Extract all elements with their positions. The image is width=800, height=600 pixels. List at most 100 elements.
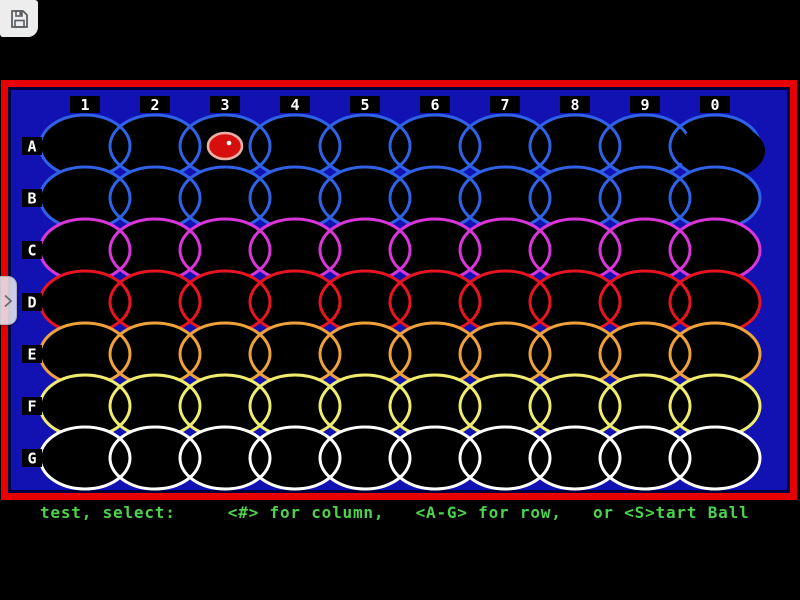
board-row — [38, 165, 762, 231]
column-header-box — [210, 96, 240, 113]
grid-cell-fill — [110, 323, 200, 385]
grid-cell-fill — [670, 167, 760, 229]
grid-cell-outline — [668, 425, 762, 491]
grid-cell-fill — [40, 271, 130, 333]
grid-cell-fill — [40, 375, 130, 437]
column-header: 4 — [290, 96, 299, 114]
grid-cell-fill — [110, 271, 200, 333]
column-header-box — [420, 96, 450, 113]
grid-cell-fill — [600, 427, 690, 489]
grid-cell-outline — [458, 425, 552, 491]
grid-cell-fill — [180, 375, 270, 437]
ball-highlight — [226, 140, 232, 146]
column-header-box — [70, 96, 100, 113]
column-header: 7 — [500, 96, 509, 114]
grid-cell-fill — [460, 271, 550, 333]
grid-cell-fill — [40, 167, 130, 229]
row-label: F — [27, 398, 36, 416]
grid-cell-fill — [320, 115, 410, 177]
grid-cell-fill — [320, 219, 410, 281]
grid-cell-fill — [320, 167, 410, 229]
grid-cell-fill — [180, 167, 270, 229]
grid-cell-fill — [530, 271, 620, 333]
row-label-box — [22, 397, 42, 415]
grid-cell-fill — [250, 219, 340, 281]
grid-cell-fill — [600, 375, 690, 437]
row-label: A — [27, 138, 36, 156]
grid-cell-fill — [250, 271, 340, 333]
grid-cell-fill — [110, 115, 200, 177]
grid-cell-fill — [110, 167, 200, 229]
grid-cell-fill — [390, 115, 480, 177]
board-row — [38, 373, 762, 439]
grid-cell-fill — [460, 167, 550, 229]
row-label: G — [27, 450, 36, 468]
grid-cell-fill — [110, 375, 200, 437]
grid-cell-fill — [390, 375, 480, 437]
grid-cell-fill — [600, 323, 690, 385]
grid-cell-outline — [598, 425, 692, 491]
column-header-box — [630, 96, 660, 113]
row-label-box — [22, 189, 42, 207]
grid-cell-fill — [530, 115, 620, 177]
cell-overdraw-artifact — [677, 123, 765, 179]
row-label-box — [22, 293, 42, 311]
chevron-right-icon — [4, 294, 13, 307]
grid-cell-fill — [250, 167, 340, 229]
board-row — [38, 269, 762, 335]
grid-cell-fill — [670, 375, 760, 437]
grid-cell-fill — [600, 219, 690, 281]
grid-cell-fill — [110, 427, 200, 489]
grid-cell-fill — [180, 271, 270, 333]
column-header-box — [140, 96, 170, 113]
grid-cell-fill — [180, 219, 270, 281]
column-header: 2 — [150, 96, 159, 114]
column-header: 6 — [430, 96, 439, 114]
grid-cell-fill — [670, 271, 760, 333]
board-row — [38, 217, 762, 283]
row-label-box — [22, 449, 42, 467]
grid-cell-fill — [390, 219, 480, 281]
column-header: 1 — [80, 96, 89, 114]
grid-cell-fill — [250, 427, 340, 489]
status-line: test, select: <#> for column, <A-G> for … — [40, 503, 750, 522]
grid-cell-fill — [320, 375, 410, 437]
grid-cell-fill — [460, 375, 550, 437]
grid-cell-fill — [40, 219, 130, 281]
grid-cell-fill — [250, 115, 340, 177]
sidebar-toggle-button[interactable] — [0, 276, 17, 325]
grid-cell-fill — [530, 167, 620, 229]
row-label: B — [27, 190, 36, 208]
grid-cell-fill — [600, 115, 690, 177]
grid-cell-fill — [40, 427, 130, 489]
grid-cell-fill — [110, 219, 200, 281]
grid-cell-fill — [250, 375, 340, 437]
row-label: C — [27, 242, 36, 260]
grid-cell-fill — [530, 427, 620, 489]
grid-cell-fill — [670, 219, 760, 281]
grid-cell-fill — [600, 271, 690, 333]
grid-cell-fill — [390, 323, 480, 385]
grid-cell-fill — [40, 323, 130, 385]
grid-cell-outline — [248, 425, 342, 491]
grid-cell-fill — [600, 167, 690, 229]
grid-cell-fill — [390, 427, 480, 489]
grid-cell-fill — [530, 323, 620, 385]
grid-cell-fill — [530, 219, 620, 281]
grid-cell-fill — [320, 323, 410, 385]
grid-cell-fill — [460, 115, 550, 177]
grid-cell-fill — [530, 375, 620, 437]
column-header-box — [280, 96, 310, 113]
column-header: 5 — [360, 96, 369, 114]
save-button[interactable] — [0, 0, 38, 37]
grid-cell-fill — [390, 271, 480, 333]
grid-cell-outline — [178, 425, 272, 491]
column-header: 8 — [570, 96, 579, 114]
grid-cell-outline — [388, 425, 482, 491]
grid-cell-fill — [460, 323, 550, 385]
column-header-box — [560, 96, 590, 113]
column-header: 9 — [640, 96, 649, 114]
row-label: E — [27, 346, 36, 364]
ball — [206, 131, 244, 161]
